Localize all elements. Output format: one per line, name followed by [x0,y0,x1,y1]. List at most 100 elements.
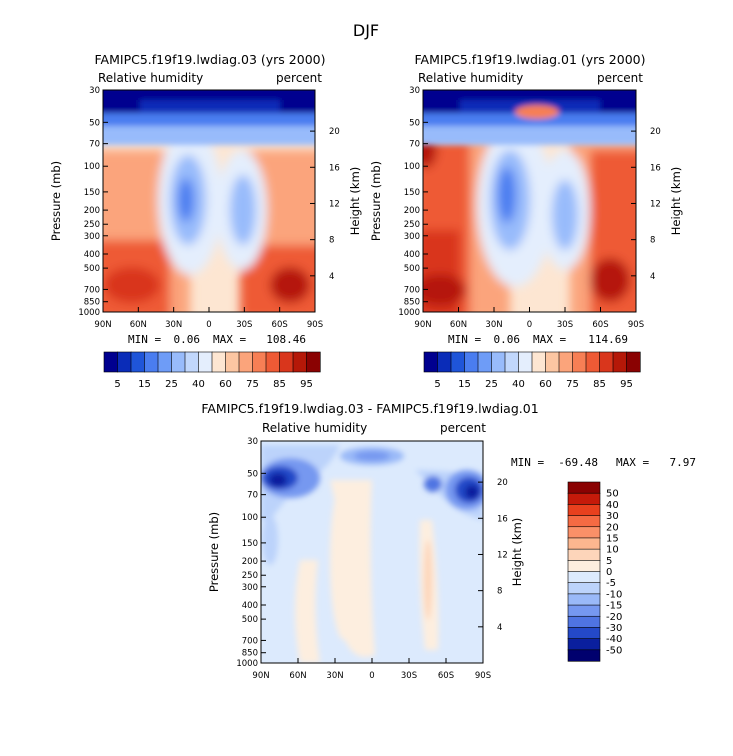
y-tick-label: 50 [409,118,420,128]
y-tick-label: 400 [404,250,420,260]
panel-1-left-label: Relative humidity [98,71,203,85]
panel-3-y2label: Height (km) [510,518,524,587]
colorbar-swatch [567,604,601,617]
colorbar-swatch [567,582,601,595]
y-tick-label: 400 [242,601,258,611]
panel-1-max-label: MAX = [213,333,246,346]
panel-3-y2-ticks: 20 16 12 8 4 [478,478,508,633]
colorbar-swatch [567,481,601,494]
panel-1-min-label: MIN = [128,333,161,346]
colorbar-label: -30 [606,623,622,634]
panel-2-y2-ticks: 20 16 12 8 4 [631,127,661,282]
colorbar-swatch [184,351,200,373]
colorbar-label: 50 [606,489,619,500]
colorbar-swatch [567,504,601,517]
colorbar-swatch [437,351,452,373]
y2-tick-label: 20 [497,478,508,488]
colorbar-swatch [567,649,601,662]
colorbar-swatch [198,351,213,373]
panel-2-units-label: percent [597,71,643,85]
x-tick-label: 60N [450,320,467,330]
y-tick-label: 70 [409,140,420,150]
colorbar-swatch [252,351,267,373]
colorbar-label: -10 [606,589,622,600]
colorbar-label: 15 [458,379,471,390]
y-tick-label: 500 [242,615,258,625]
y-tick-label: 300 [84,232,100,242]
y-tick-label: 50 [89,118,100,128]
y2-tick-label: 16 [329,163,340,173]
y2-tick-label: 20 [329,127,340,137]
colorbar-label: 60 [219,379,232,390]
colorbar-swatch [567,560,601,573]
y2-tick-label: 16 [650,163,661,173]
x-tick-label: 90N [414,320,431,330]
colorbar-label: -15 [606,601,622,612]
y-tick-label: 100 [242,513,258,523]
y-tick-label: 30 [409,86,420,96]
y-tick-label: 200 [84,206,100,216]
x-tick-label: 90N [252,671,269,681]
colorbar-swatch [567,627,601,640]
colorbar-swatch [567,593,601,606]
colorbar-swatch [130,351,146,373]
y-tick-label: 700 [404,285,420,295]
colorbar-swatch [518,351,533,373]
panel-2-min-value: 0.06 [494,333,521,346]
x-tick-label: 30N [326,671,343,681]
y-tick-label: 500 [84,264,100,274]
colorbar-swatch [567,537,601,550]
colorbar-swatch [265,351,281,373]
colorbar-label: 95 [300,379,313,390]
colorbar-swatch [558,351,574,373]
panel-1-y2-ticks: 20 16 12 8 4 [310,127,340,282]
y-tick-label: 70 [247,491,258,501]
colorbar-swatch [585,351,601,373]
y-tick-label: 200 [242,557,258,567]
colorbar-swatch [477,351,493,373]
colorbar-label: 40 [512,379,525,390]
y-tick-label: 850 [242,649,258,659]
colorbar-label: 75 [246,379,259,390]
colorbar-label: 20 [606,522,619,533]
panel-3-max-label: MAX = [616,456,649,469]
x-tick-label: 0 [369,671,374,681]
panel-3-left-label: Relative humidity [262,421,367,435]
y-tick-label: 50 [247,469,258,479]
y-tick-label: 300 [404,232,420,242]
colorbar-label: 40 [606,500,619,511]
colorbar-swatch [144,351,159,373]
y-tick-label: 150 [84,188,100,198]
y-tick-label: 700 [242,636,258,646]
panel-2-colorbar [423,351,641,373]
colorbar-swatch [423,351,439,373]
colorbar-swatch [612,351,628,373]
colorbar-label: 5 [606,556,612,567]
panel-1-colorbar [103,351,321,373]
y2-tick-label: 4 [329,272,334,282]
panel-3-units-label: percent [440,421,486,435]
x-tick-label: 0 [206,320,211,330]
panel-1-units-label: percent [276,71,322,85]
panel-3-max-value: 7.97 [670,456,697,469]
panel-2: FAMIPC5.f19f19.lwdiag.01 (yrs 2000) Rela… [369,52,683,390]
panel-3-plot-area [261,441,483,663]
figure-title: DJF [353,21,379,40]
y-tick-label: 250 [404,220,420,230]
y-tick-label: 500 [404,264,420,274]
y2-tick-label: 12 [497,550,508,560]
x-tick-label: 30S [401,671,417,681]
y2-tick-label: 12 [329,199,340,209]
colorbar-label: 85 [273,379,286,390]
colorbar-swatch [567,638,601,651]
colorbar-label: 5 [114,379,120,390]
y-tick-label: 250 [242,571,258,581]
y2-tick-label: 8 [497,587,502,597]
y2-tick-label: 8 [329,236,334,246]
x-tick-label: 60S [272,320,288,330]
colorbar-label: 25 [485,379,498,390]
panel-2-min-label: MIN = [448,333,481,346]
